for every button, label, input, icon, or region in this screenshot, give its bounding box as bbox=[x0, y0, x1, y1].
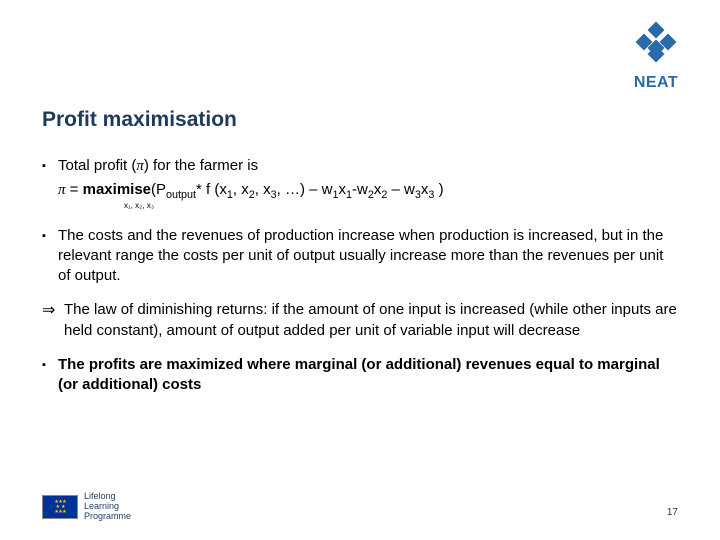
programme-text: Lifelong Learning Programme bbox=[84, 492, 131, 522]
eq-text: -w bbox=[352, 181, 368, 198]
law-term: The law of diminishing returns bbox=[64, 301, 263, 318]
pi-symbol: π bbox=[58, 182, 66, 198]
bullet-3-text: The law of diminishing returns: if the a… bbox=[64, 300, 678, 341]
eq-text: , x bbox=[255, 181, 271, 198]
slide-content: ▪ Total profit (π) for the farmer is π =… bbox=[42, 156, 678, 409]
footer-programme-logo: ★ ★ ★★ ★★ ★ ★ Lifelong Learning Programm… bbox=[42, 492, 131, 522]
maximise-word: maximise bbox=[83, 181, 151, 198]
eq-text: x bbox=[338, 181, 346, 198]
bullet-4: ▪ The profits are maximized where margin… bbox=[42, 355, 678, 396]
brand-logo: NEAT bbox=[632, 24, 680, 92]
eq-text: = bbox=[66, 181, 83, 198]
logo-icon bbox=[632, 24, 680, 72]
eu-flag-icon: ★ ★ ★★ ★★ ★ ★ bbox=[42, 495, 78, 519]
slide-title: Profit maximisation bbox=[42, 108, 237, 132]
bullet-4-text: The profits are maximized where marginal… bbox=[58, 355, 678, 396]
bullet-icon: ▪ bbox=[42, 226, 58, 287]
pi-symbol: π bbox=[136, 158, 144, 174]
bullet-1: ▪ Total profit (π) for the farmer is bbox=[42, 156, 678, 176]
bullet-3: ⇒ The law of diminishing returns: if the… bbox=[42, 300, 678, 341]
bullet-1-text: Total profit (π) for the farmer is bbox=[58, 156, 678, 176]
bullet-2: ▪ The costs and the revenues of producti… bbox=[42, 226, 678, 287]
eq-text: ) bbox=[434, 181, 443, 198]
text: Total profit ( bbox=[58, 157, 136, 174]
implies-icon: ⇒ bbox=[42, 300, 64, 341]
bullet-icon: ▪ bbox=[42, 355, 58, 396]
text: ) for the farmer is bbox=[144, 157, 258, 174]
sub: output bbox=[166, 189, 196, 201]
eq-text: (P bbox=[151, 181, 166, 198]
eq-text: , …) – w bbox=[277, 181, 333, 198]
bullet-2-text: The costs and the revenues of production… bbox=[58, 226, 678, 287]
eq-text: , x bbox=[233, 181, 249, 198]
bullet-icon: ▪ bbox=[42, 156, 58, 176]
line: Programme bbox=[84, 512, 131, 522]
eq-text: – w bbox=[387, 181, 415, 198]
equation-line: π = maximise(Poutput* f (x1, x2, x3, …) … bbox=[58, 180, 678, 203]
eq-text: * f (x bbox=[196, 181, 227, 198]
logo-text: NEAT bbox=[634, 74, 678, 92]
text: The profits are maximized where marginal… bbox=[58, 356, 660, 393]
page-number: 17 bbox=[667, 507, 678, 518]
